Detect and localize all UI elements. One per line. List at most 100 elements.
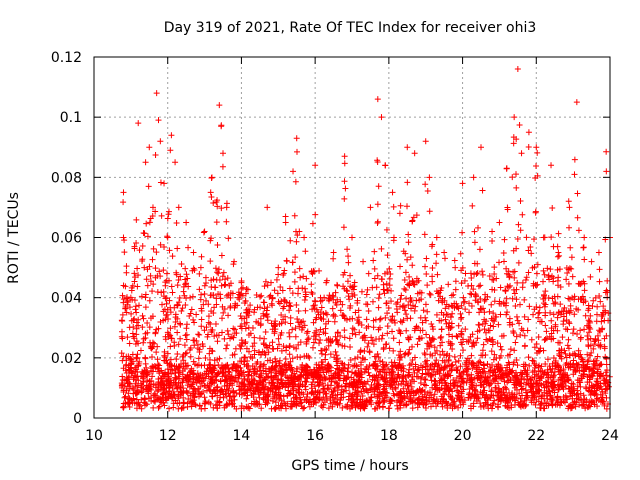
data-point — [392, 385, 399, 392]
data-point — [224, 275, 231, 282]
data-point — [151, 398, 158, 405]
data-point — [172, 379, 179, 386]
data-point — [511, 290, 518, 297]
data-point — [538, 400, 545, 407]
data-point — [531, 236, 538, 243]
data-point — [471, 271, 478, 278]
data-point — [360, 258, 367, 265]
data-point — [302, 285, 309, 292]
data-point — [581, 396, 588, 403]
data-point — [232, 367, 239, 374]
data-point — [240, 381, 247, 388]
data-point — [384, 323, 391, 330]
data-point — [484, 293, 491, 300]
data-point — [172, 311, 179, 318]
data-point — [382, 162, 389, 169]
data-point — [369, 362, 376, 369]
data-point — [296, 265, 303, 272]
data-point — [480, 341, 487, 348]
data-point — [444, 372, 451, 379]
data-point — [120, 199, 127, 206]
data-point — [381, 364, 388, 371]
data-point — [334, 391, 341, 398]
data-point — [321, 376, 328, 383]
data-point — [441, 364, 448, 371]
data-point — [519, 211, 526, 218]
data-point — [564, 270, 571, 277]
data-point — [150, 281, 157, 288]
data-point — [496, 219, 503, 226]
data-point — [344, 278, 351, 285]
data-point — [505, 284, 512, 291]
data-point — [407, 254, 414, 261]
data-point — [334, 282, 341, 289]
data-point — [555, 339, 562, 346]
data-point — [210, 387, 217, 394]
data-point — [352, 309, 359, 316]
data-point — [383, 341, 390, 348]
data-point — [462, 326, 469, 333]
data-point — [356, 381, 363, 388]
data-point — [343, 287, 350, 294]
data-point — [540, 267, 547, 274]
data-point — [183, 349, 190, 356]
data-point — [505, 271, 512, 278]
data-point — [513, 286, 520, 293]
data-point — [221, 282, 228, 289]
data-point — [274, 290, 281, 297]
data-point — [497, 284, 504, 291]
data-point — [181, 342, 188, 349]
data-point — [297, 274, 304, 281]
data-point — [205, 313, 212, 320]
data-point — [535, 364, 542, 371]
data-point — [302, 307, 309, 314]
data-point — [584, 332, 591, 339]
data-point — [327, 382, 334, 389]
data-point — [436, 379, 443, 386]
data-point — [341, 178, 348, 185]
data-point — [148, 367, 155, 374]
data-point — [470, 286, 477, 293]
data-point — [384, 310, 391, 317]
data-point — [311, 399, 318, 406]
data-point — [315, 382, 322, 389]
data-point — [492, 388, 499, 395]
data-point — [404, 315, 411, 322]
data-point — [282, 219, 289, 226]
data-point — [487, 322, 494, 329]
data-point — [448, 324, 455, 331]
data-point — [359, 402, 366, 409]
data-point — [374, 96, 381, 103]
data-point — [247, 366, 254, 373]
data-point — [121, 237, 128, 244]
data-point — [343, 387, 350, 394]
data-point — [521, 376, 528, 383]
data-point — [220, 309, 227, 316]
data-point — [404, 179, 411, 186]
data-point — [241, 299, 248, 306]
y-tick-label: 0.06 — [51, 231, 82, 247]
data-point — [120, 404, 127, 411]
data-point — [167, 381, 174, 388]
data-point — [365, 270, 372, 277]
data-point — [510, 269, 517, 276]
data-point — [268, 380, 275, 387]
data-point — [433, 234, 440, 241]
y-tick-label: 0 — [73, 411, 82, 427]
data-point — [411, 281, 418, 288]
data-point — [291, 269, 298, 276]
data-point — [371, 353, 378, 360]
data-point — [454, 333, 461, 340]
data-point — [525, 316, 532, 323]
data-point — [514, 317, 521, 324]
data-point — [332, 348, 339, 355]
data-point — [589, 303, 596, 310]
data-point — [224, 342, 231, 349]
data-point — [293, 387, 300, 394]
data-point — [216, 399, 223, 406]
data-point — [278, 379, 285, 386]
data-point — [152, 364, 159, 371]
data-point — [360, 403, 367, 410]
data-point — [496, 300, 503, 307]
data-point — [126, 385, 133, 392]
